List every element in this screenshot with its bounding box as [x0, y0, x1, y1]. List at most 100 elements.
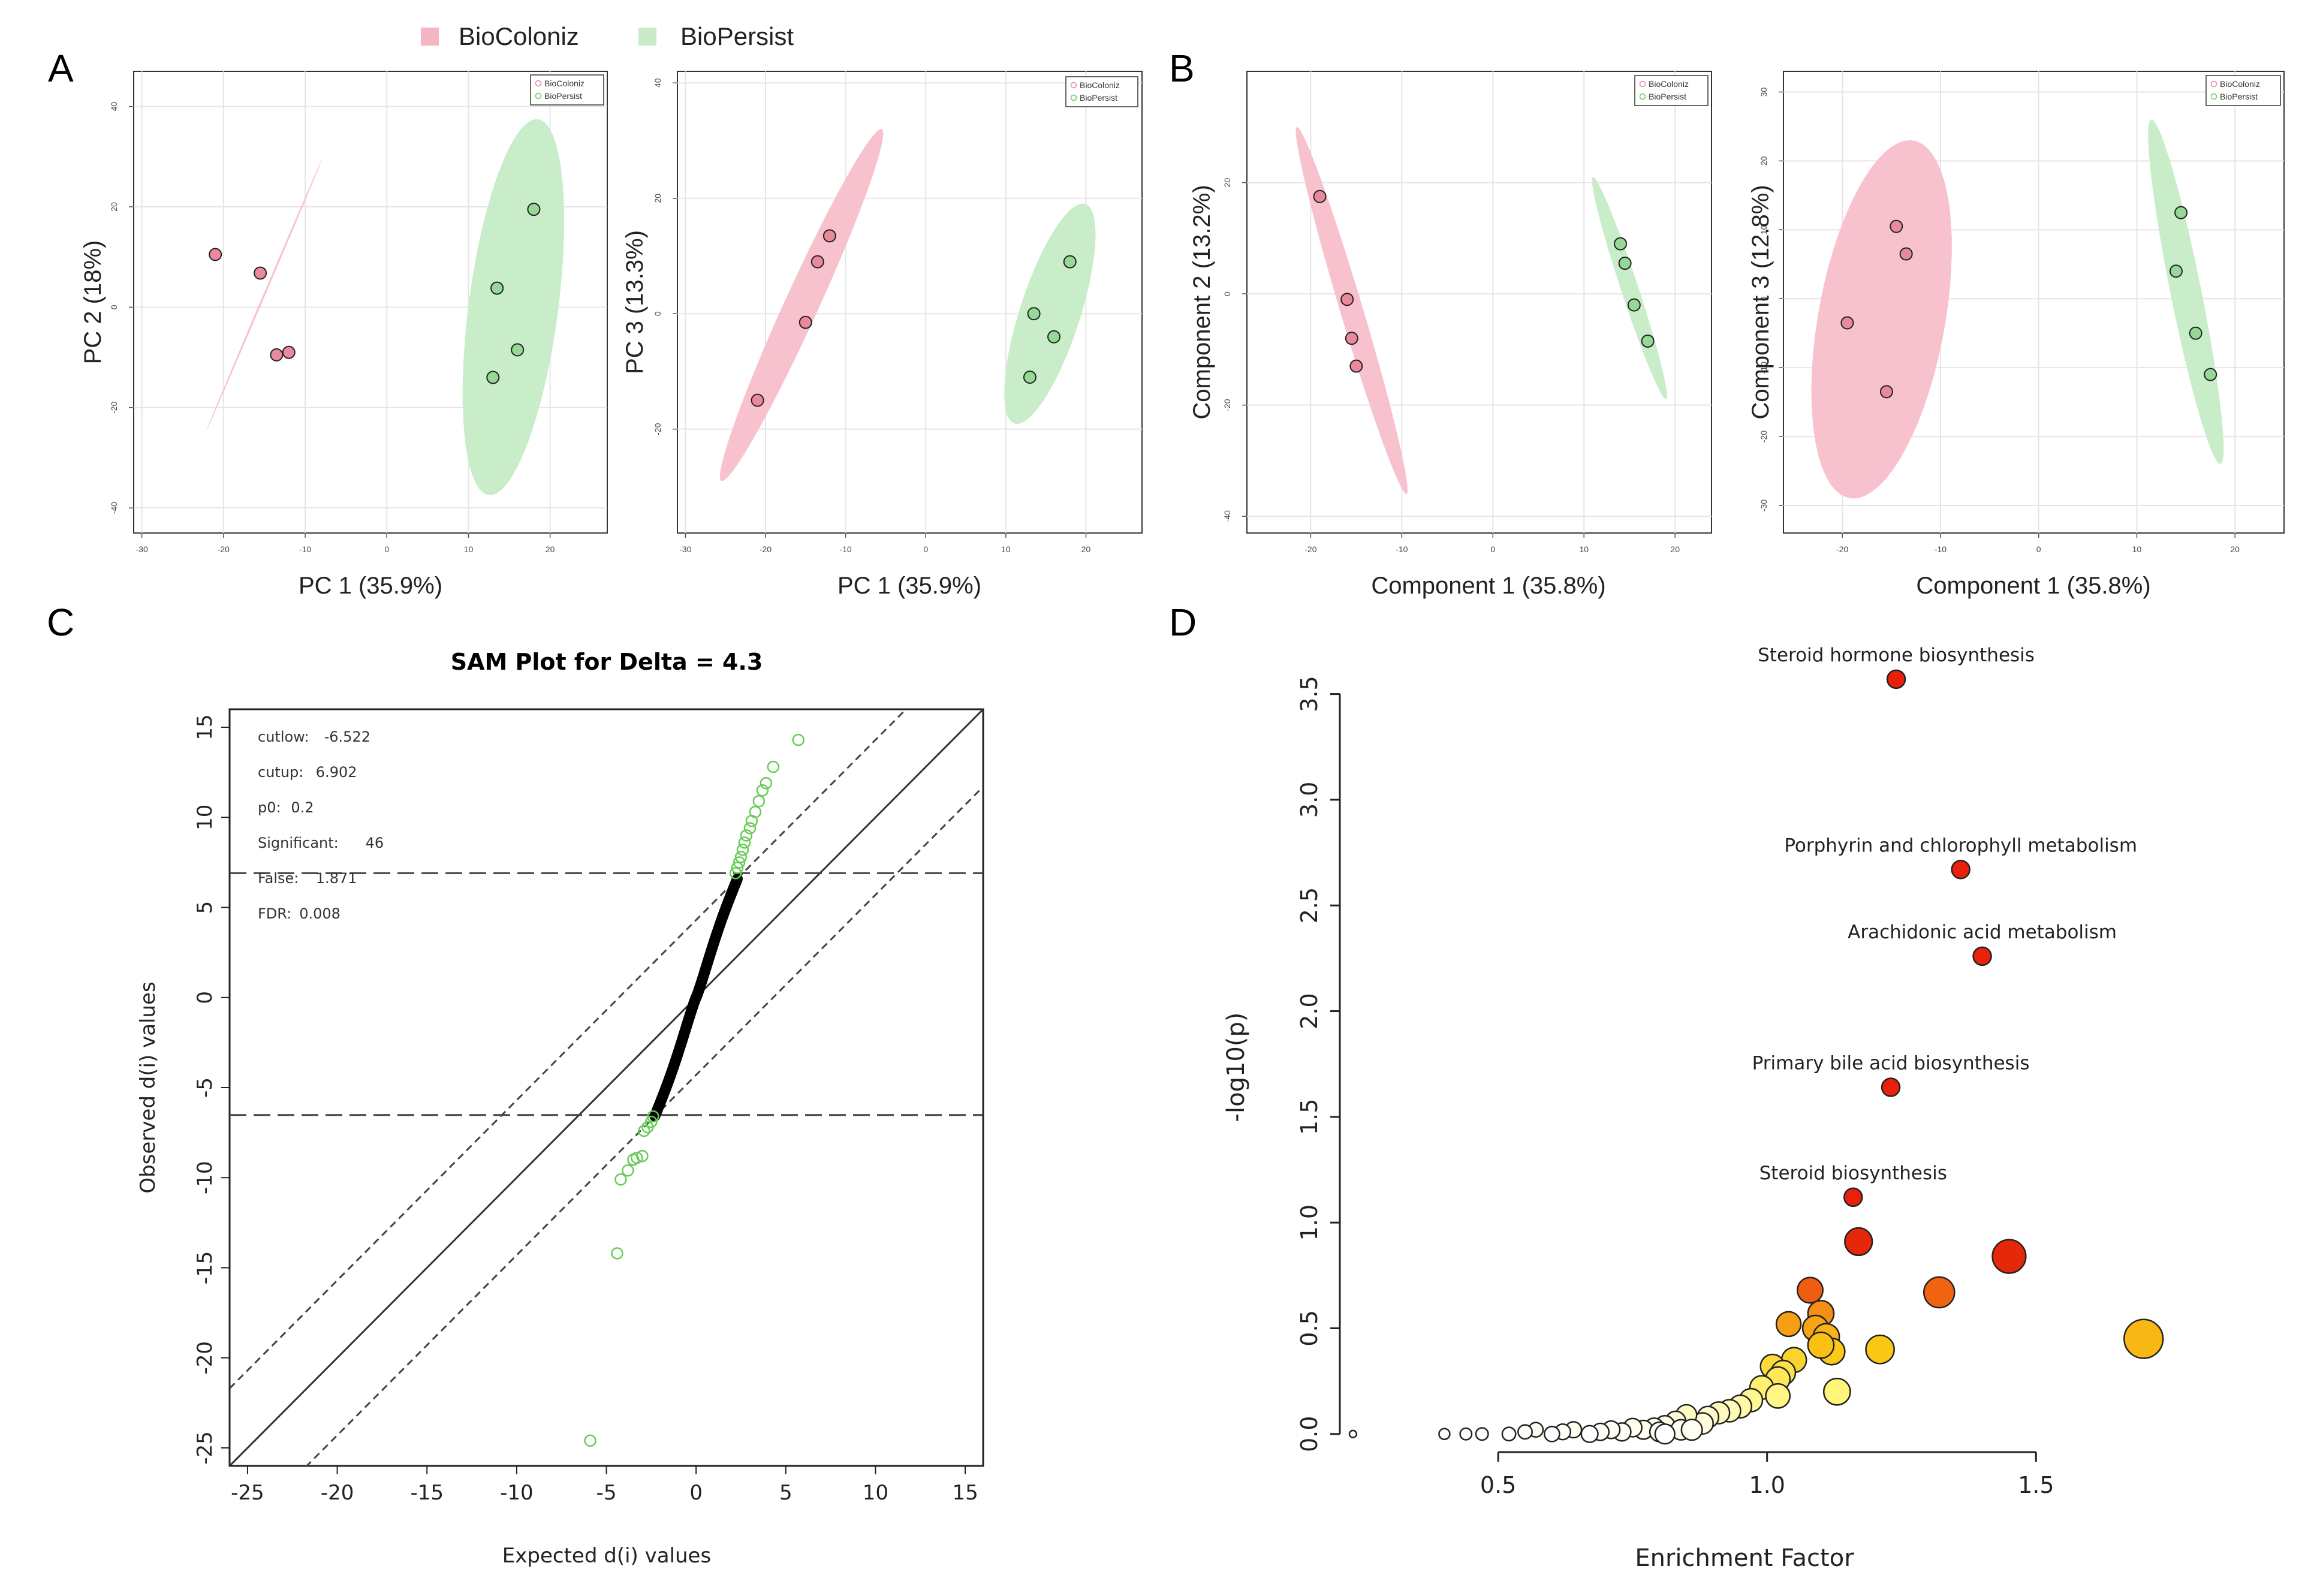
confidence-ellipse-biopersist	[2148, 119, 2224, 465]
gene-point-significant	[733, 856, 746, 869]
pathway-point	[1796, 1276, 1824, 1304]
x-tick-label: 10	[1001, 544, 1011, 554]
sample-point-biocoloniz	[1899, 247, 1913, 261]
gene-point-significant	[792, 733, 805, 746]
sample-point-biocoloniz	[254, 266, 267, 280]
mini-legend-label: BioPersist	[1649, 92, 1686, 101]
x-tick-label: 0	[2036, 544, 2041, 554]
y-tick-label: -40	[109, 502, 119, 514]
mini-legend-marker-biopersist	[1639, 93, 1646, 100]
x-axis-label: Component 1 (35.8%)	[1371, 573, 1605, 599]
x-tick-label: -10	[1935, 544, 1947, 554]
pca-plot-pc1-pc3: -30 -20 -10 0 10 20 -20 0 20 40 BioColoniz BioPer…	[622, 71, 1143, 599]
x-tick-label: 10	[464, 544, 474, 554]
sample-point-biocoloniz	[1879, 385, 1893, 399]
gene-point-significant	[736, 844, 749, 856]
sample-point-biopersist	[2169, 264, 2183, 278]
pathway-point-significant	[1972, 946, 1992, 966]
legend-swatch-biopersist	[638, 28, 656, 46]
pathway-point-significant	[1843, 1187, 1863, 1207]
x-axis-label: PC 1 (35.9%)	[837, 573, 981, 599]
legend-label-biocoloniz: BioColoniz	[459, 22, 579, 50]
gene-point-significant	[638, 1124, 650, 1137]
legend-label-biopersist: BioPersist	[680, 22, 794, 50]
y-tick-label: 20	[1222, 178, 1232, 188]
sample-point-biocoloniz	[799, 315, 812, 329]
x-tick-label: -30	[679, 544, 691, 554]
sample-point-biopersist	[1047, 330, 1061, 344]
sample-point-biocoloniz	[810, 255, 824, 269]
mini-legend-label: BioPersist	[1080, 93, 1117, 103]
x-tick-label: 15	[952, 1481, 978, 1505]
confidence-ellipse-biocoloniz	[1811, 140, 1952, 499]
enrichment-plot: 0.0 0.5 1.0 1.5 2.0 2.5 3.0 3.5 0.5 1.0 1.5 Steroi…	[1222, 645, 2164, 1572]
y-tick-label: 20	[109, 202, 119, 212]
gene-point-significant	[734, 851, 748, 863]
summary-label: Significant:	[258, 835, 339, 851]
x-tick-label: 1.0	[1749, 1472, 1785, 1498]
gene-point-significant	[738, 836, 751, 849]
sample-point-biocoloniz	[1890, 219, 1903, 233]
pathway-point	[1680, 1419, 1703, 1441]
pathway-label: Primary bile acid biosynthesis	[1752, 1052, 2030, 1074]
x-tick-label: 0	[689, 1481, 703, 1505]
mini-legend-label: BioPersist	[544, 91, 582, 101]
y-tick-label: 1.5	[1296, 1099, 1322, 1135]
sample-point-biocoloniz	[1345, 332, 1358, 345]
x-axis-label: Expected d(i) values	[502, 1544, 711, 1568]
gene-point-significant	[756, 784, 769, 797]
group-legend: BioColoniz BioPersist	[421, 22, 794, 50]
y-tick-label: 40	[109, 102, 119, 112]
x-tick-label: -20	[760, 544, 772, 554]
y-tick-label: 5	[193, 901, 217, 914]
x-tick-label: 0	[384, 544, 389, 554]
panel-label-c: C	[47, 601, 74, 644]
gene-point-significant	[731, 862, 744, 874]
y-tick-label: 0	[109, 305, 119, 309]
panel-label-d: D	[1169, 601, 1197, 644]
mini-legend-marker-biopersist	[2210, 93, 2217, 100]
mini-legend-marker-biocoloniz	[1639, 80, 1646, 88]
confidence-ellipse-biocoloniz	[1295, 127, 1408, 495]
gene-point-significant	[760, 776, 773, 790]
pathway-point-significant	[1951, 860, 1970, 880]
x-tick-label: 0.5	[1480, 1472, 1516, 1498]
y-tick-label: 0	[1759, 296, 1768, 301]
y-tick-label: -20	[1759, 430, 1768, 442]
x-tick-label: -20	[1304, 544, 1316, 554]
y-tick-label: 2.0	[1296, 993, 1322, 1029]
delta-lower-line	[305, 786, 983, 1466]
chart-title: SAM Plot for Delta = 4.3	[451, 649, 763, 675]
y-tick-label: 0	[653, 311, 662, 316]
y-tick-label: -20	[1222, 399, 1232, 411]
y-tick-label: 15	[193, 714, 217, 740]
gene-point-significant	[641, 1121, 654, 1134]
sample-point-biocoloniz	[270, 348, 284, 362]
pathway-point	[1438, 1428, 1451, 1441]
summary-value: 6.902	[316, 764, 357, 781]
panel-label-a: A	[48, 47, 74, 90]
plsda-plot-comp1-comp2: -20 -10 0 10 20 -40 -20 0 20 BioColoniz BioPersi…	[1189, 71, 1712, 599]
x-tick-label: -30	[136, 544, 148, 554]
y-tick-label: 2.5	[1296, 887, 1322, 923]
sample-point-biopersist	[527, 203, 541, 216]
pathway-label: Steroid hormone biosynthesis	[1758, 645, 2035, 666]
mini-legend-label: BioPersist	[2220, 92, 2258, 101]
x-tick-label: -10	[1396, 544, 1408, 554]
y-tick-label: -10	[1759, 362, 1768, 374]
gene-point-significant	[647, 1110, 659, 1123]
mini-legend-marker-biocoloniz	[535, 80, 542, 87]
pathway-point	[1501, 1426, 1517, 1442]
plot-frame	[133, 71, 608, 534]
pathway-point	[1822, 1377, 1851, 1406]
y-tick-label: 20	[1759, 156, 1768, 165]
y-tick-label: -20	[653, 423, 662, 435]
y-axis-label: -log10(p)	[1222, 1013, 1250, 1122]
mini-legend: BioColoniz BioPersist	[530, 74, 604, 106]
x-tick-label: -10	[299, 544, 311, 554]
gene-point-significant	[611, 1247, 623, 1260]
plot-frame	[1783, 71, 2285, 534]
mini-legend-marker-biopersist	[1070, 94, 1077, 101]
y-tick-label: 0	[1222, 291, 1232, 296]
sample-point-biopersist	[2189, 326, 2202, 340]
